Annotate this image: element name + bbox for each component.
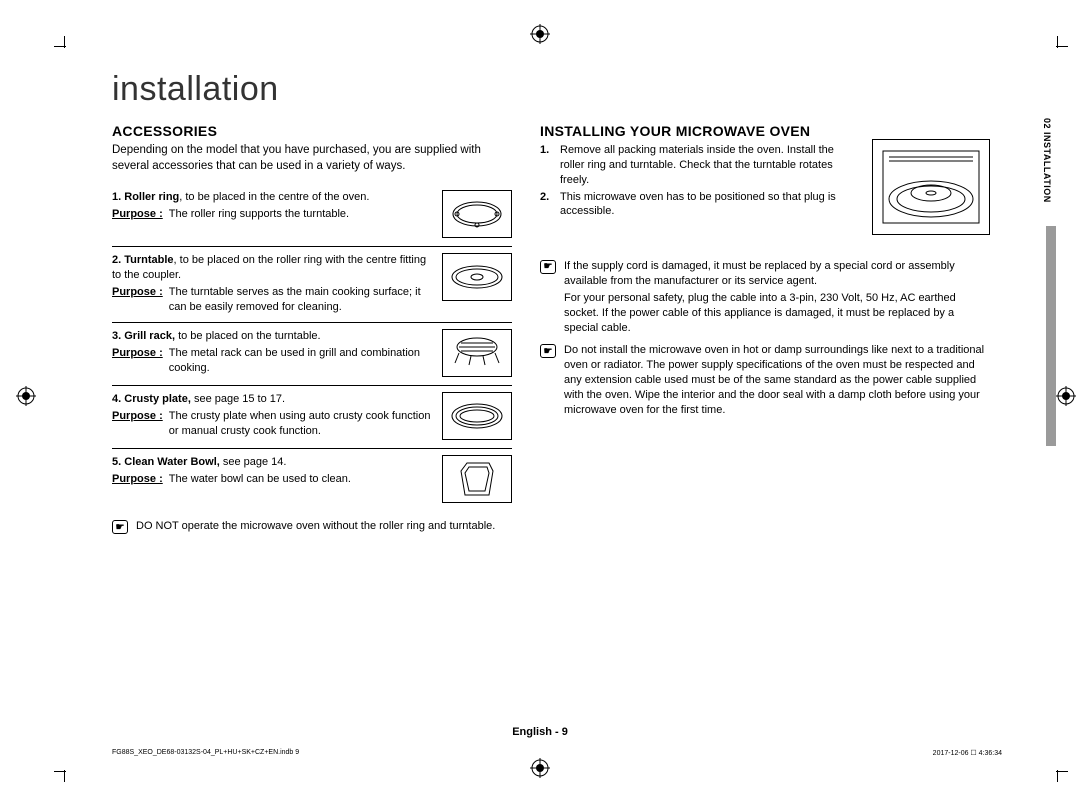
section-tab-label: INSTALLATION	[1042, 132, 1052, 203]
crop-mark-tl	[54, 36, 84, 66]
heading-installing: INSTALLING YOUR MICROWAVE OVEN	[540, 123, 990, 139]
crop-mark-tr	[1038, 36, 1068, 66]
accessory-turntable: 2. Turntable, to be placed on the roller…	[112, 247, 512, 323]
install-note-2: ☛ Do not install the microwave oven in h…	[540, 343, 990, 417]
accessories-warning: ☛ DO NOT operate the microwave oven with…	[112, 519, 512, 534]
hand-icon: ☛	[540, 344, 556, 358]
accessory-grill-rack: 3. Grill rack, to be placed on the turnt…	[112, 323, 512, 386]
crop-mark-bl	[54, 752, 84, 782]
install-steps: 1.Remove all packing materials inside th…	[540, 143, 840, 219]
section-tab-num: 02	[1042, 118, 1052, 129]
registration-mark-top	[530, 24, 550, 44]
water-bowl-icon	[442, 455, 512, 503]
registration-mark-right	[1056, 386, 1076, 406]
registration-mark-left	[16, 386, 36, 406]
print-footer: FG88S_XEO_DE68-03132S-04_PL+HU+SK+CZ+EN.…	[112, 749, 1002, 757]
crop-mark-br	[1038, 752, 1068, 782]
hand-icon: ☛	[112, 520, 128, 534]
hand-icon: ☛	[540, 260, 556, 274]
section-tab: 02 INSTALLATION	[1042, 118, 1056, 448]
grill-rack-icon	[442, 329, 512, 377]
column-installing: INSTALLING YOUR MICROWAVE OVEN 1.Remove …	[540, 115, 990, 534]
install-note-1: ☛ If the supply cord is damaged, it must…	[540, 259, 990, 289]
footer-file: FG88S_XEO_DE68-03132S-04_PL+HU+SK+CZ+EN.…	[112, 749, 299, 757]
crusty-plate-icon	[442, 392, 512, 440]
accessory-roller-ring: 1. Roller ring, to be placed in the cent…	[112, 184, 512, 247]
page-title: installation	[112, 70, 1002, 109]
footer-timestamp: 2017-12-06 ☐ 4:36:34	[933, 749, 1002, 757]
heading-accessories: ACCESSORIES	[112, 123, 512, 139]
roller-ring-icon	[442, 190, 512, 238]
column-accessories: ACCESSORIES Depending on the model that …	[112, 115, 512, 534]
page-content: installation ACCESSORIES Depending on th…	[112, 70, 1002, 770]
microwave-diagram-icon	[872, 139, 990, 235]
turntable-icon	[442, 253, 512, 301]
accessory-crusty-plate: 4. Crusty plate, see page 15 to 17. Purp…	[112, 386, 512, 449]
page-number: English - 9	[0, 726, 1080, 738]
accessories-intro: Depending on the model that you have pur…	[112, 143, 512, 174]
accessory-water-bowl: 5. Clean Water Bowl, see page 14. Purpos…	[112, 449, 512, 511]
